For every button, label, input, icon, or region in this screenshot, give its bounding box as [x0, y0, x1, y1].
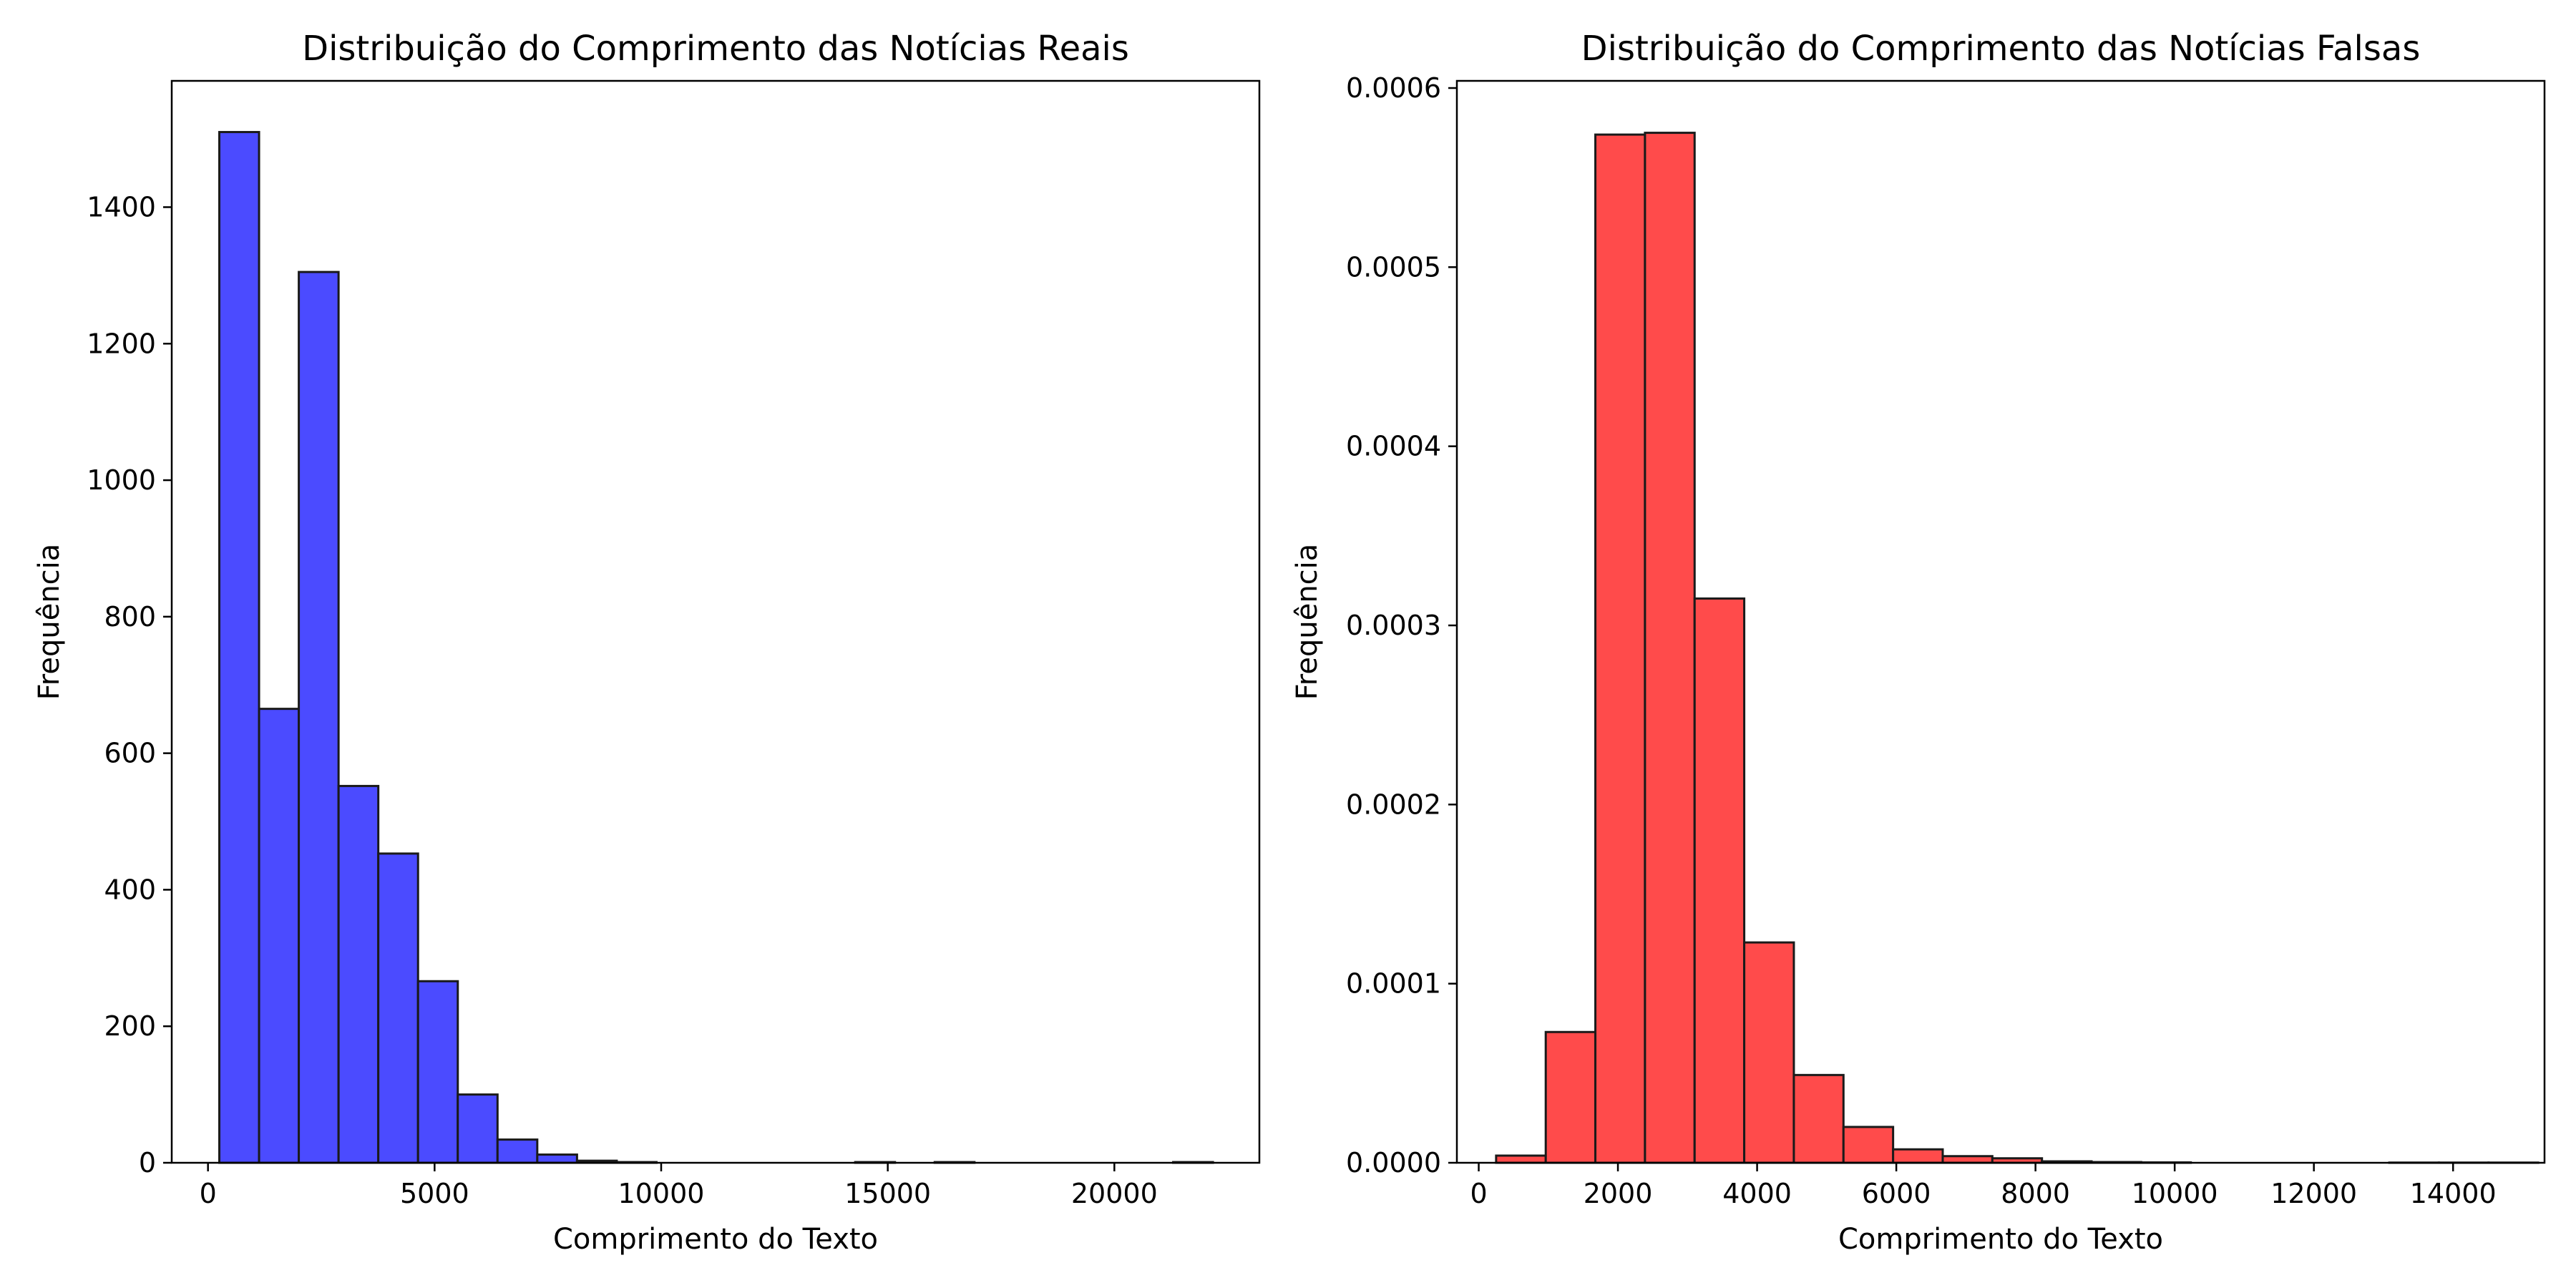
real-news-y-tick-label: 1200: [87, 328, 156, 359]
fake-news-y-tick-label: 0.0002: [1346, 789, 1441, 820]
real-news-x-tick-label: 0: [200, 1178, 217, 1209]
real-news-bar-5: [416, 980, 459, 1164]
real-news-y-tick-label: 1000: [87, 464, 156, 496]
real-news-bar-3: [337, 784, 380, 1164]
real-news-bar-6: [457, 1093, 499, 1164]
real-news-x-tick-label: 10000: [618, 1178, 705, 1209]
fake-news-y-axis-label: Frequência: [1291, 544, 1324, 701]
fake-news-x-tick-label: 2000: [1584, 1178, 1653, 1209]
fake-news-bar-7: [1842, 1126, 1895, 1164]
fake-news-x-tick-label: 12000: [2270, 1178, 2357, 1209]
real-news-chart-title: Distribuição do Comprimento das Notícias…: [302, 29, 1129, 69]
fake-news-y-tick-label: 0.0006: [1346, 72, 1441, 104]
real-news-plot-area: [170, 79, 1261, 1164]
fake-news-chart-title: Distribuição do Comprimento das Notícias…: [1581, 29, 2421, 69]
real-news-x-tick-label: 20000: [1071, 1178, 1158, 1209]
real-news-bars: [218, 131, 1214, 1164]
fake-news-histogram-panel: Distribuição do Comprimento das Notícias…: [1291, 29, 2546, 1256]
fake-news-bar-0: [1495, 1154, 1547, 1164]
real-news-y-tick-label: 200: [104, 1010, 156, 1042]
real-news-bar-2: [298, 270, 340, 1164]
fake-news-bar-4: [1693, 597, 1746, 1164]
real-news-y-tick-label: 0: [139, 1147, 156, 1179]
fake-news-y-tick-label: 0.0004: [1346, 431, 1441, 462]
fake-news-bar-8: [1892, 1148, 1944, 1164]
real-news-y-tick-label: 800: [104, 601, 156, 633]
fake-news-bar-1: [1544, 1030, 1597, 1164]
fake-news-y-tick-label: 0.0001: [1346, 968, 1441, 1000]
real-news-x-tick-label: 15000: [844, 1178, 931, 1209]
real-news-x-axis-label: Comprimento do Texto: [553, 1223, 878, 1256]
real-news-y-tick-label: 1400: [87, 191, 156, 223]
real-news-bar-1: [258, 708, 301, 1164]
fake-news-x-tick-label: 8000: [2001, 1178, 2070, 1209]
fake-news-bar-3: [1644, 132, 1696, 1164]
fake-news-x-tick-label: 6000: [1862, 1178, 1931, 1209]
fake-news-bar-9: [1941, 1155, 1994, 1164]
real-news-bar-7: [496, 1138, 539, 1164]
fake-news-x-axis-label: Comprimento do Texto: [1838, 1223, 2163, 1256]
real-news-x-ticks: 0 5000 10000 15000 20000: [200, 1163, 1158, 1209]
fake-news-x-tick-label: 10000: [2132, 1178, 2218, 1209]
real-news-y-tick-label: 600: [104, 738, 156, 769]
real-news-y-tick-label: 400: [104, 874, 156, 905]
real-news-y-axis-label: Frequência: [33, 544, 66, 701]
fake-news-y-ticks: 0.0000 0.0001 0.0002 0.0003 0.0004 0.0005 0.00…: [1346, 72, 1457, 1179]
real-news-x-tick-label: 5000: [400, 1178, 469, 1209]
fake-news-bar-6: [1792, 1073, 1845, 1164]
real-news-bar-8: [536, 1153, 578, 1164]
fake-news-plot-area: [1455, 79, 2546, 1164]
real-news-bar-0: [218, 131, 260, 1164]
fake-news-bars: [1495, 132, 2540, 1164]
fake-news-y-tick-label: 0.0003: [1346, 610, 1441, 641]
fake-news-x-tick-label: 4000: [1722, 1178, 1792, 1209]
fake-news-bar-2: [1594, 133, 1646, 1164]
fake-news-y-tick-label: 0.0000: [1346, 1147, 1441, 1179]
fake-news-y-tick-label: 0.0005: [1346, 251, 1441, 283]
fake-news-x-ticks: 0 2000 4000 6000 8000 10000 12000 14000: [1470, 1163, 2497, 1209]
fake-news-x-tick-label: 14000: [2410, 1178, 2497, 1209]
real-news-histogram-panel: Distribuição do Comprimento das Notícias…: [33, 29, 1261, 1256]
fake-news-bar-5: [1743, 941, 1795, 1164]
fake-news-x-tick-label: 0: [1470, 1178, 1487, 1209]
real-news-bar-4: [377, 852, 419, 1164]
real-news-y-ticks: 0 200 400 600 800 1000 1200 1400: [87, 191, 172, 1179]
